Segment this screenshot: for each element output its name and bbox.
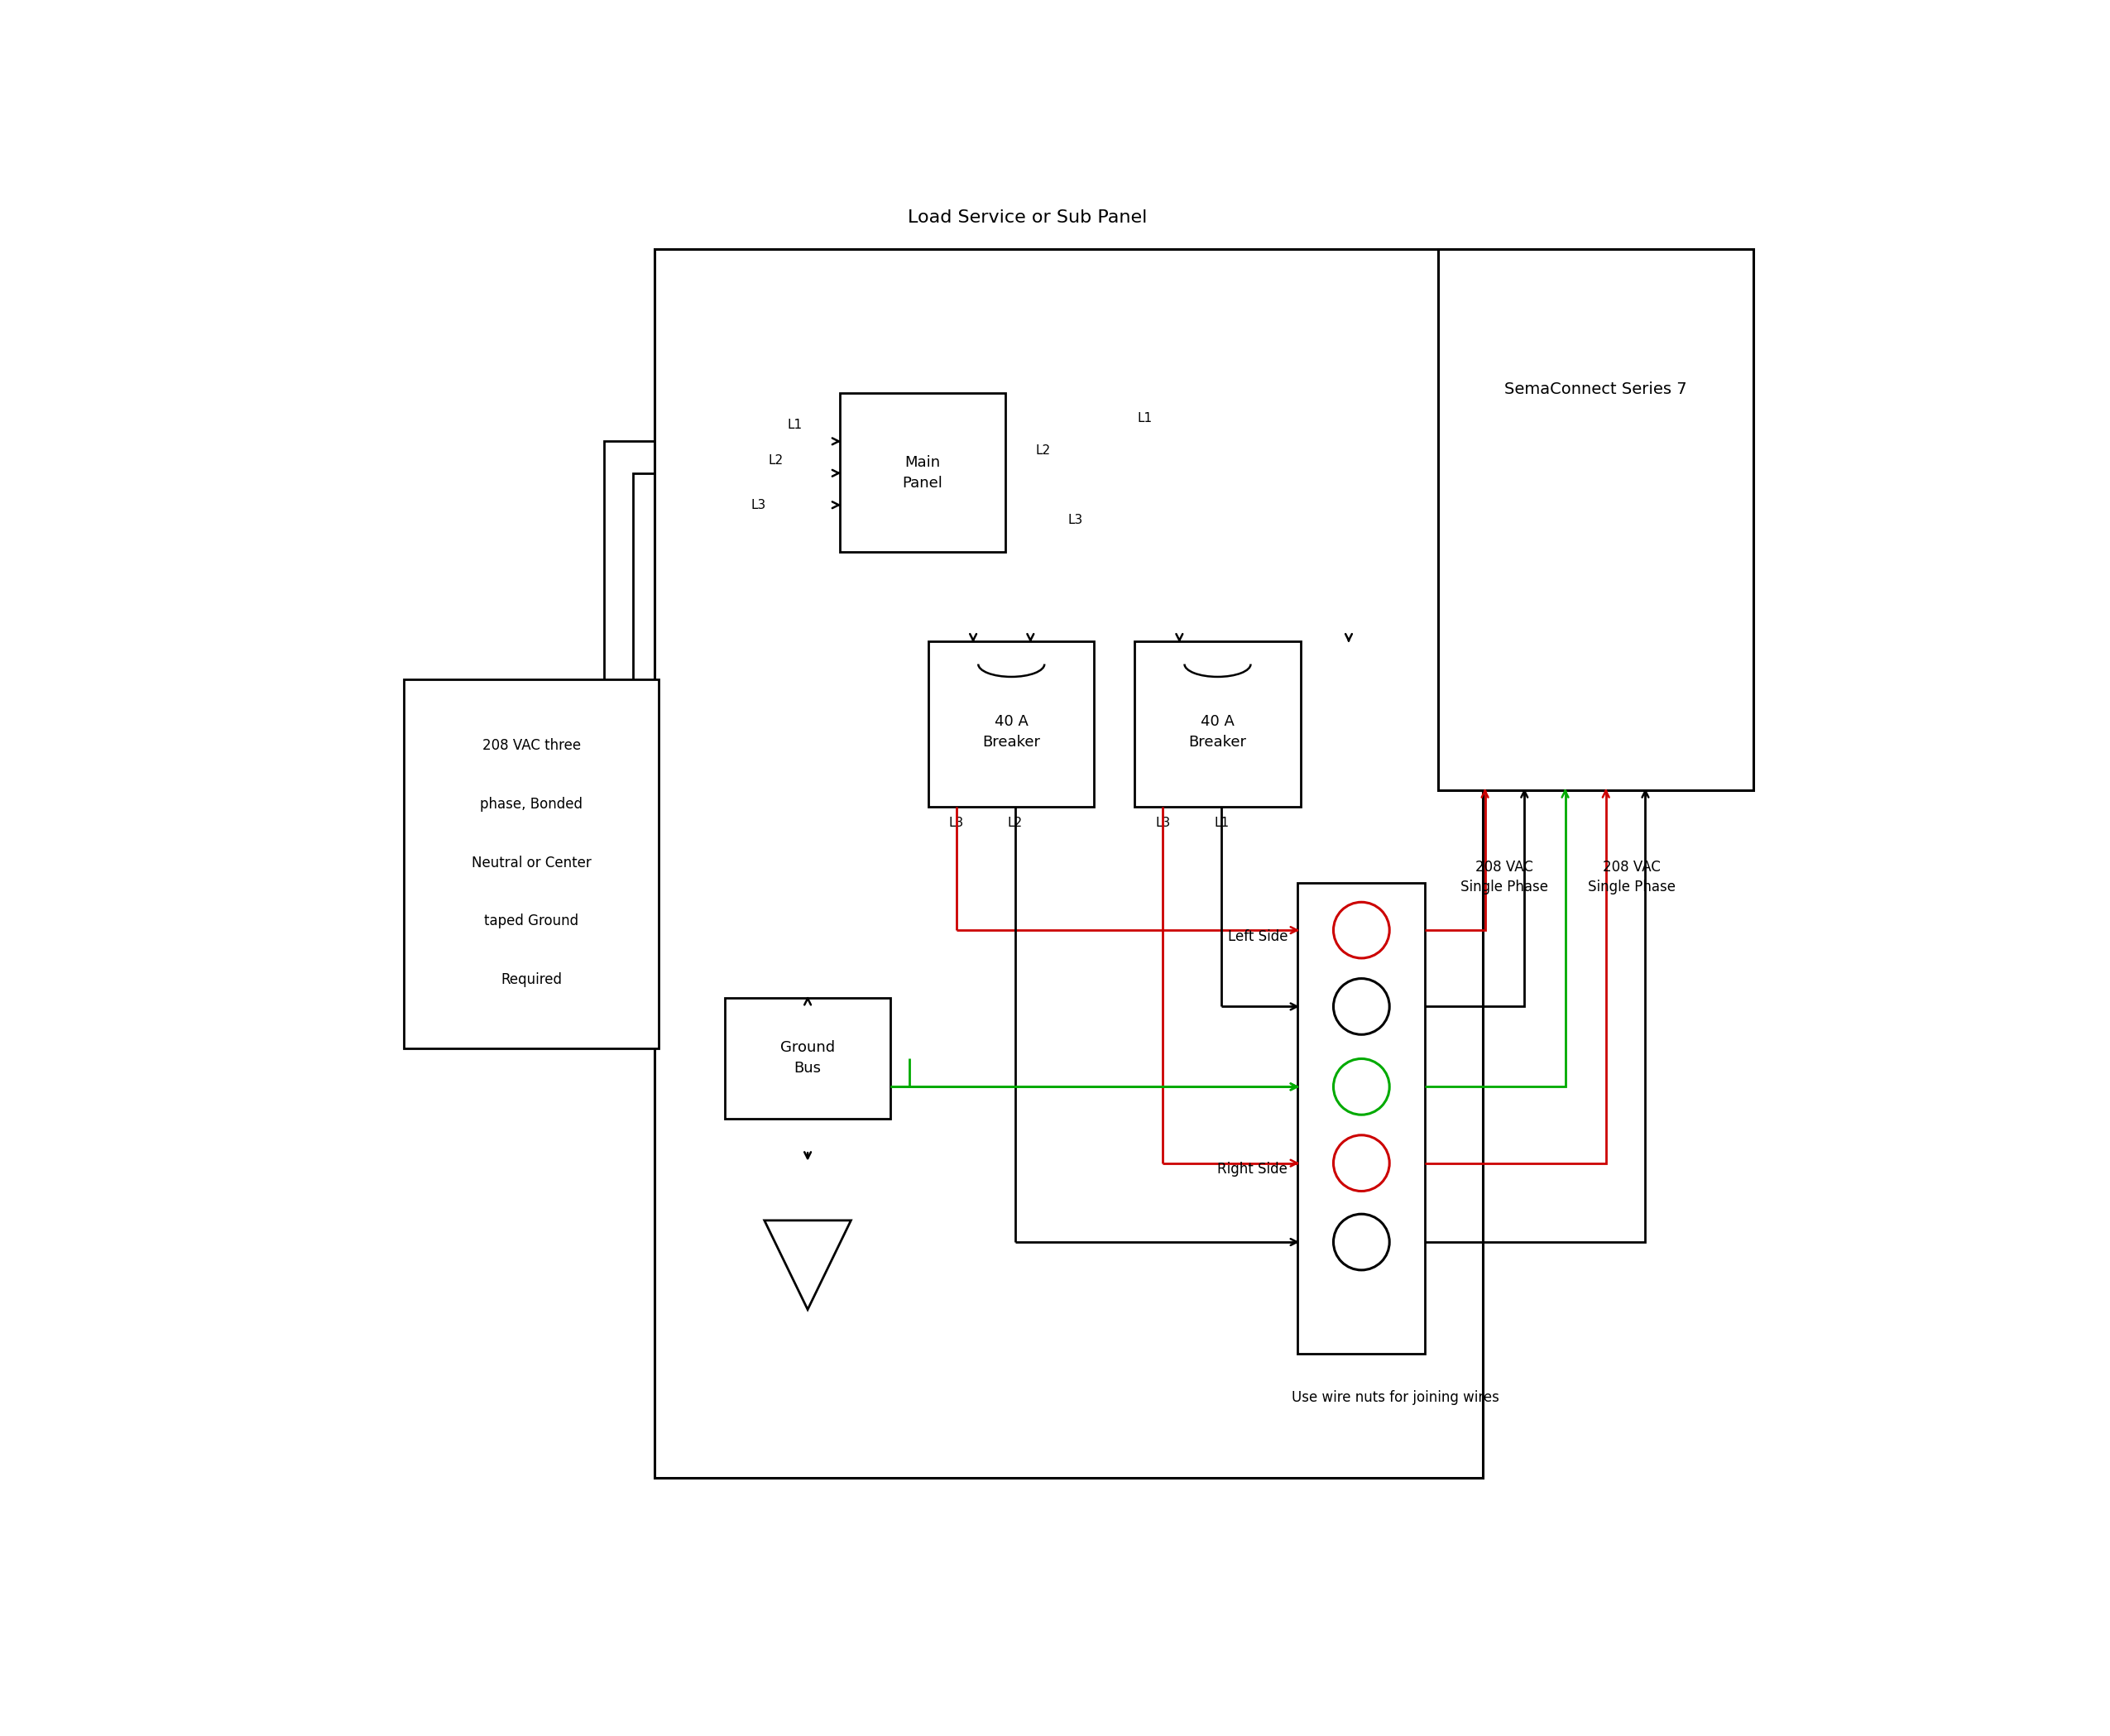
Text: 208 VAC three: 208 VAC three [481,738,580,753]
Bar [840,392,1004,552]
Bar [1135,641,1300,807]
Text: L2: L2 [1036,444,1051,457]
Text: Right Side: Right Side [1217,1161,1287,1177]
Text: L3: L3 [751,498,766,510]
Text: L2: L2 [768,455,783,467]
Bar [405,679,658,1049]
Bar [726,998,890,1118]
Text: L1: L1 [1137,413,1152,425]
Text: SemaConnect Series 7: SemaConnect Series 7 [1504,382,1688,398]
Text: phase, Bonded: phase, Bonded [481,797,582,811]
Text: Load Service or Sub Panel: Load Service or Sub Panel [907,210,1148,226]
Text: Required: Required [500,972,561,988]
Text: 40 A
Breaker: 40 A Breaker [983,713,1040,750]
Text: Ground
Bus: Ground Bus [781,1040,836,1076]
Bar [654,248,1483,1477]
Bar [928,641,1095,807]
Bar [1298,884,1424,1354]
Text: L1: L1 [787,418,802,431]
Text: L1: L1 [1213,818,1228,830]
Bar [1437,248,1753,790]
Text: 208 VAC
Single Phase: 208 VAC Single Phase [1589,859,1675,894]
Text: L3: L3 [949,818,964,830]
Text: L2: L2 [1009,818,1023,830]
Text: L3: L3 [1156,818,1171,830]
Text: taped Ground: taped Ground [483,913,578,929]
Text: Left Side: Left Side [1228,929,1287,944]
Polygon shape [764,1220,850,1309]
Text: Main
Panel: Main Panel [901,455,943,490]
Text: Use wire nuts for joining wires: Use wire nuts for joining wires [1291,1391,1498,1404]
Text: 208 VAC
Single Phase: 208 VAC Single Phase [1460,859,1549,894]
Text: Neutral or Center: Neutral or Center [471,856,591,870]
Text: L3: L3 [1068,514,1082,526]
Text: 40 A
Breaker: 40 A Breaker [1188,713,1247,750]
